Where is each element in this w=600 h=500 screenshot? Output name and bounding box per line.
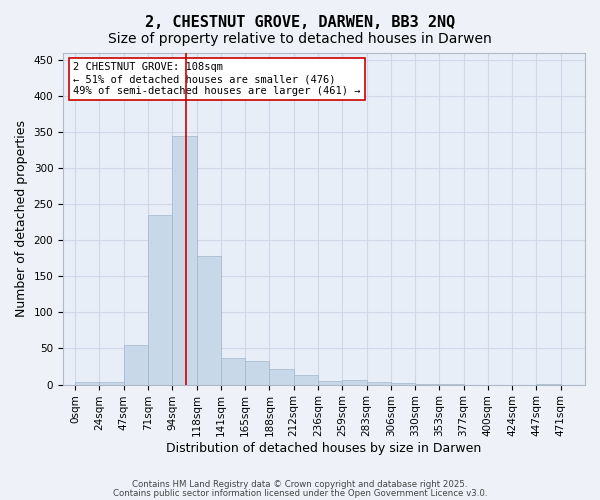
Bar xyxy=(391,383,415,384)
Bar xyxy=(197,256,221,384)
Bar xyxy=(100,382,124,384)
Text: Contains HM Land Registry data © Crown copyright and database right 2025.: Contains HM Land Registry data © Crown c… xyxy=(132,480,468,489)
Text: Size of property relative to detached houses in Darwen: Size of property relative to detached ho… xyxy=(108,32,492,46)
Y-axis label: Number of detached properties: Number of detached properties xyxy=(15,120,28,317)
Text: 2, CHESTNUT GROVE, DARWEN, BB3 2NQ: 2, CHESTNUT GROVE, DARWEN, BB3 2NQ xyxy=(145,15,455,30)
Text: Contains public sector information licensed under the Open Government Licence v3: Contains public sector information licen… xyxy=(113,488,487,498)
Bar xyxy=(124,345,148,385)
Text: 2 CHESTNUT GROVE: 108sqm
← 51% of detached houses are smaller (476)
49% of semi-: 2 CHESTNUT GROVE: 108sqm ← 51% of detach… xyxy=(73,62,361,96)
X-axis label: Distribution of detached houses by size in Darwen: Distribution of detached houses by size … xyxy=(166,442,482,455)
Bar xyxy=(367,382,391,384)
Bar xyxy=(221,358,245,384)
Bar xyxy=(245,361,269,384)
Bar xyxy=(75,382,100,384)
Bar xyxy=(269,368,293,384)
Bar xyxy=(342,380,367,384)
Bar xyxy=(293,375,318,384)
Bar xyxy=(318,381,342,384)
Bar xyxy=(148,215,172,384)
Bar xyxy=(172,136,197,384)
